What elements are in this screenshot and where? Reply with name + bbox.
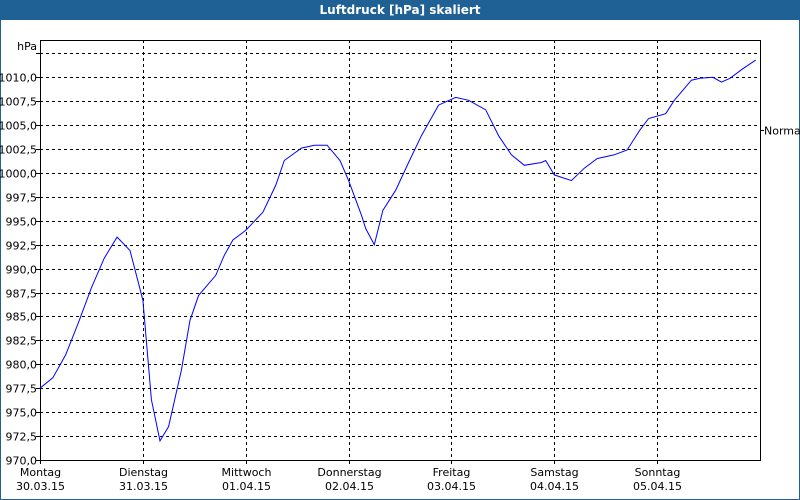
y-tick-label: 1000,0 [0, 168, 37, 181]
x-tick-day: Dienstag [119, 466, 168, 479]
x-tick-date: 01.04.15 [222, 480, 271, 493]
x-tick-day: Donnerstag [317, 466, 381, 479]
y-tick-label: 975,0 [6, 407, 38, 420]
x-tick-date: 04.04.15 [530, 480, 579, 493]
y-tick-label: 1005,0 [0, 120, 37, 133]
x-tick-day: Mittwoch [222, 466, 272, 479]
y-tick-label: 990,0 [6, 264, 38, 277]
y-tick-label: 1007,5 [0, 96, 37, 109]
y-tick-label: 980,0 [6, 359, 38, 372]
y-tick-label: 972,5 [6, 431, 38, 444]
y-tick-label: 1002,5 [0, 144, 37, 157]
x-tick-date: 02.04.15 [325, 480, 374, 493]
y-tick-label: 985,0 [6, 311, 38, 324]
plot-area [40, 40, 761, 461]
y-tick-label: 987,5 [6, 288, 38, 301]
x-tick-date: 05.04.15 [633, 480, 682, 493]
x-tick-date: 31.03.15 [119, 480, 168, 493]
y-tick-label: 995,0 [6, 216, 38, 229]
x-tick-day: Montag [20, 466, 61, 479]
x-tick-date: 30.03.15 [16, 480, 65, 493]
x-tick-date: 03.04.15 [427, 480, 476, 493]
x-tick-day: Freitag [433, 466, 471, 479]
y-tick-label: 997,5 [6, 192, 38, 205]
window-title: Luftdruck [hPa] skaliert [0, 0, 800, 20]
y-tick-label: 1010,0 [0, 72, 37, 85]
y-tick-label: 977,5 [6, 383, 38, 396]
y-tick-label: 992,5 [6, 240, 38, 253]
y-tick-label: 982,5 [6, 335, 38, 348]
y-tick-label: 970,0 [6, 455, 38, 468]
x-tick-day: Sonntag [635, 466, 681, 479]
normal-label: Normal [764, 125, 800, 138]
x-tick-day: Samstag [530, 466, 578, 479]
pressure-line [39, 59, 756, 443]
y-axis-label: hPa [17, 40, 37, 53]
